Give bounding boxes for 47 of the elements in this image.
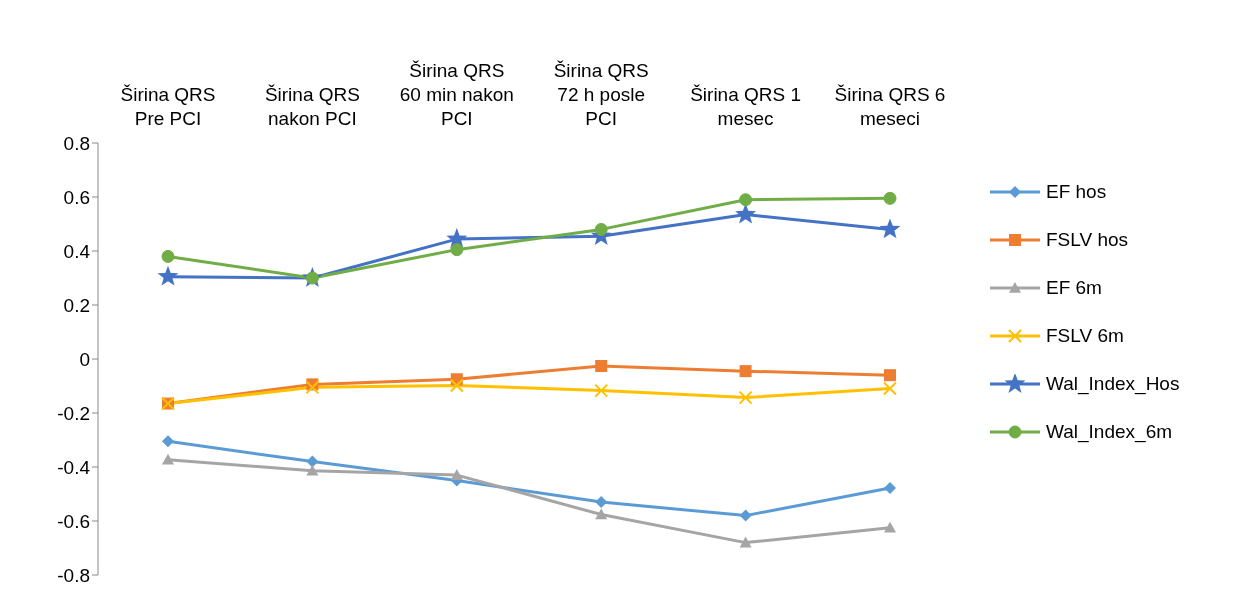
point (450, 469, 463, 480)
x-tick-label: Širina QRS 6 meseci (834, 84, 946, 129)
point (739, 193, 753, 207)
point (450, 243, 464, 257)
point (735, 203, 757, 224)
point (884, 521, 896, 533)
point (594, 383, 609, 398)
point (883, 381, 897, 396)
point (739, 365, 752, 378)
point (595, 360, 608, 373)
x-tick-label: Širina QRS 72 h posle PCI (553, 60, 649, 129)
point (157, 265, 179, 286)
point (879, 218, 901, 239)
y-tick-label: -0.4 (57, 456, 91, 478)
point (884, 482, 896, 495)
y-tick-label: 0.4 (63, 240, 91, 262)
y-tick-label: 0.8 (63, 132, 90, 154)
legend-label: EF 6m (1046, 277, 1102, 299)
y-tick-label: 0.2 (63, 294, 90, 316)
y-tick-label: -0.2 (57, 402, 90, 424)
point (595, 508, 608, 520)
legend-label: FSLV hos (1046, 229, 1129, 251)
point (161, 249, 175, 263)
point (883, 191, 897, 205)
y-tick-label: -0.8 (57, 564, 90, 586)
point (594, 222, 608, 236)
point (739, 536, 752, 548)
point (306, 464, 319, 476)
y-tick-label: 0 (79, 348, 90, 370)
point (306, 455, 319, 468)
point (305, 380, 320, 395)
legend-label: FSLV 6m (1046, 325, 1124, 347)
legend-label: Wal_Index_Hos (1046, 373, 1180, 395)
point (884, 369, 896, 382)
y-tick-label: -0.6 (57, 510, 90, 532)
x-tick-label: Širina QRS nakon PCI (264, 84, 360, 129)
legend-label: EF hos (1046, 181, 1107, 203)
point (739, 509, 752, 522)
point (449, 378, 464, 393)
y-tick-label: 0.6 (63, 186, 90, 208)
x-tick-label: Širina QRS 60 min nakon PCI (399, 60, 514, 129)
x-tick-label: Širina QRS Pre PCI (120, 84, 216, 129)
point (162, 435, 174, 448)
legend-label: Wal_Index_6m (1046, 421, 1173, 443)
point (738, 390, 753, 405)
point (162, 453, 174, 465)
x-tick-label: Širina QRS 1 mesec (690, 84, 802, 129)
